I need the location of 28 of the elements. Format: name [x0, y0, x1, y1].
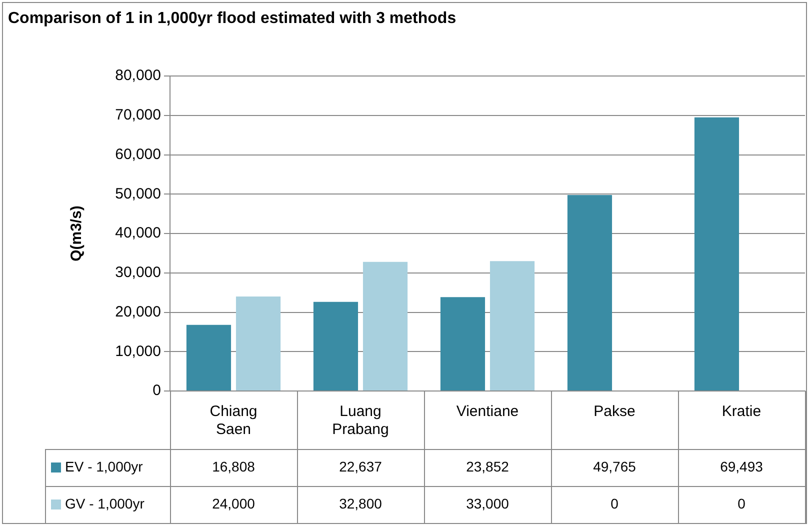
y-tick-label: 0: [152, 382, 161, 400]
data-label: 32,800: [339, 495, 382, 512]
data-label: 69,493: [720, 458, 764, 474]
data-label: 0: [738, 495, 746, 512]
y-tick-label: 10,000: [115, 342, 161, 360]
y-tick-label: 40,000: [115, 224, 161, 242]
x-tick-label: Chiang Saen: [210, 403, 258, 438]
y-tick-label: 80,000: [115, 67, 161, 84]
y-axis-title: Q(m3/s): [68, 206, 86, 262]
x-tick-label: Pakse: [594, 403, 636, 420]
data-label: 22,637: [339, 458, 382, 474]
data-label: 0: [610, 495, 619, 512]
x-tick-label: Luang Prabang: [332, 403, 389, 438]
x-tick-label: Kratie: [722, 403, 762, 420]
data-label: 49,765: [593, 458, 636, 474]
data-label: 23,852: [466, 458, 510, 474]
y-tick-label: 50,000: [115, 185, 161, 202]
x-tick-label: Vientiane: [456, 403, 519, 420]
data-label: 33,000: [466, 495, 510, 512]
data-label: 24,000: [212, 495, 256, 512]
y-tick-label: 20,000: [115, 303, 161, 320]
y-tick-label: 60,000: [115, 146, 161, 163]
data-label: 16,808: [212, 458, 256, 474]
y-tick-label: 70,000: [115, 106, 161, 124]
chart-title: Comparison of 1 in 1,000yr flood estimated with 3 methods: [8, 10, 456, 28]
legend-label: EV - 1,000yr: [65, 458, 144, 474]
y-tick-label: 30,000: [115, 264, 161, 282]
legend-label: GV - 1,000yr: [65, 495, 145, 512]
